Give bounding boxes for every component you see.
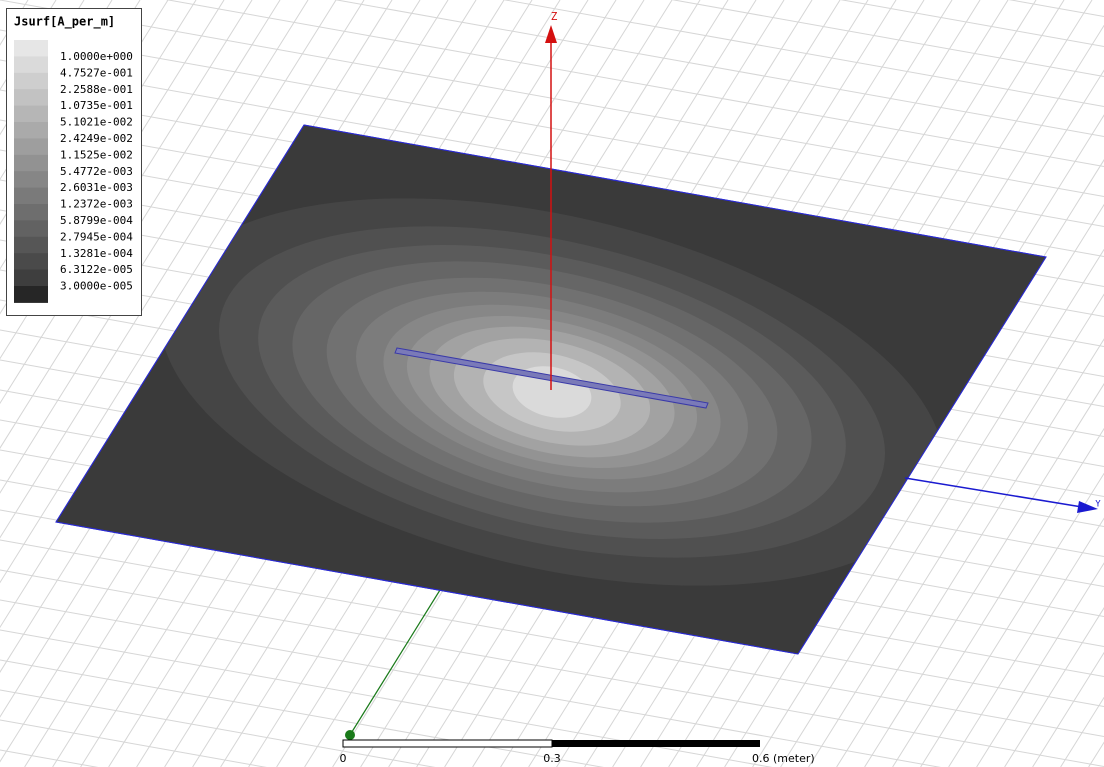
grid-line: [0, 569, 1104, 767]
grid-line: [0, 659, 604, 767]
legend-label: 5.8799e-004: [60, 214, 133, 227]
legend-label: 1.2372e-003: [60, 198, 133, 211]
legend-label: 1.3281e-004: [60, 247, 133, 260]
y-axis-label: Y: [1095, 500, 1101, 510]
legend-swatch: [14, 138, 48, 156]
legend-swatch: [14, 154, 48, 172]
legend-swatch: [14, 171, 48, 189]
grid-line: [1004, 607, 1104, 767]
grid-line: [0, 0, 85, 136]
legend-swatch: [14, 89, 48, 107]
legend-swatch: [14, 105, 48, 123]
legend-swatch: [14, 236, 48, 254]
legend-swatch: [14, 286, 48, 303]
scale-bar-black: [552, 740, 760, 747]
plate-outline: [55, 124, 1047, 655]
grid-line: [752, 203, 1104, 767]
grid-line: [0, 599, 942, 767]
z-arrow: [545, 25, 557, 43]
grid-line: [502, 0, 1104, 108]
legend-label: 3.0000e-005: [60, 280, 133, 293]
grid-line: [0, 539, 1104, 738]
grid-line: [0, 29, 1104, 228]
field-contours: [160, 198, 944, 586]
legend-label: 5.1021e-002: [60, 116, 133, 129]
legend-label: 5.4772e-003: [60, 165, 133, 178]
grid-line: [0, 0, 253, 405]
scale-bar-white: [342, 739, 553, 748]
y-arrow: [1077, 501, 1098, 513]
y-axis: [904, 477, 1083, 508]
legend-swatch: [14, 187, 48, 205]
legend: 1.0000e+000 4.7527e-001 2.2588e-001 1.0735e…: [14, 40, 133, 303]
legend-label: 1.0000e+000: [60, 50, 133, 63]
legend-swatch: [14, 40, 48, 57]
x-axis: [349, 589, 441, 736]
grid-line: [0, 59, 1104, 258]
grid-line: [0, 0, 337, 539]
grid-line: [671, 0, 1104, 78]
legend-swatch: [14, 253, 48, 271]
grid-line: [920, 472, 1104, 767]
grid-line: [864, 383, 1104, 767]
grid-line: [0, 0, 281, 449]
grid-line: [165, 0, 1104, 168]
legend-swatch: [14, 220, 48, 238]
grid-line: [0, 0, 1104, 198]
grid-line: [892, 427, 1104, 767]
grid-line: [0, 0, 309, 494]
x-axis-origin: [345, 730, 355, 740]
legend-swatch: [14, 56, 48, 74]
legend-title: Jsurf[A_per_m]: [14, 15, 115, 30]
legend-label: 1.1525e-002: [60, 148, 133, 161]
grid-line: [839, 0, 1104, 48]
grid-line: [808, 293, 1104, 767]
grid-line: [976, 562, 1104, 767]
legend-swatch: [14, 204, 48, 221]
legend-label: 1.0735e-001: [60, 99, 133, 112]
grid-line: [0, 0, 225, 360]
legend-label: 2.7945e-004: [60, 230, 133, 243]
scale-label: 0: [340, 752, 347, 765]
legend-swatch: [14, 122, 48, 139]
grid-line: [0, 0, 365, 584]
legend-label: 6.3122e-005: [60, 263, 133, 276]
scale-label: 0.6 (meter): [752, 752, 815, 765]
grid-line: [948, 517, 1104, 767]
grid-line: [780, 248, 1104, 767]
scale-label: 0.3: [543, 752, 561, 765]
grid-line: [836, 338, 1104, 767]
grid-line: [0, 719, 267, 767]
legend-label: 4.7527e-001: [60, 66, 133, 79]
grid-line: [0, 689, 436, 767]
legend-label: 2.6031e-003: [60, 181, 133, 194]
grid-line: [0, 629, 773, 767]
legend-label: 2.2588e-001: [60, 83, 133, 96]
legend-swatch: [14, 269, 48, 287]
z-axis-label: Z: [551, 10, 558, 23]
legend-swatch: [14, 72, 48, 90]
legend-label: 2.4249e-002: [60, 132, 133, 145]
